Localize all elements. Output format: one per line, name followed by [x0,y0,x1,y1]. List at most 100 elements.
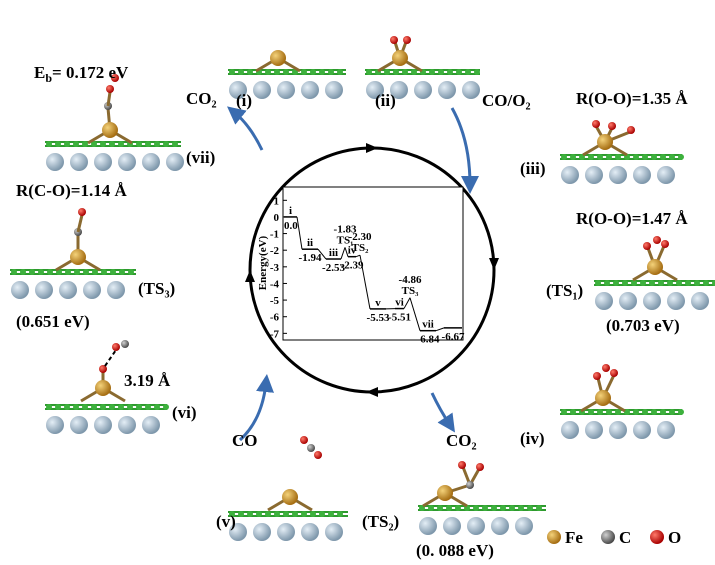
atom [643,242,651,250]
carbon-atom [238,511,244,517]
substrate-atom [59,281,77,299]
carbon-atom [527,505,533,511]
carbon-atom [301,511,307,517]
substrate-atom [585,166,603,184]
carbon-atom [402,69,408,75]
carbon-atom [437,505,443,511]
label: (ii) [375,91,396,110]
substrate-atom [142,153,160,171]
value-label: -1.94 [299,252,322,264]
atom [466,481,474,489]
carbon-atom [337,69,343,75]
state-label: vi [395,297,404,309]
substrate-atom [633,421,651,439]
eb-symbol: E [34,63,45,82]
carbon-atom [633,409,639,415]
carbon-atom [136,141,142,147]
carbon-atom [128,269,134,275]
carbon-atom [172,141,178,147]
substrate-atom [94,153,112,171]
carbon-atom [11,269,17,275]
carbon-atom [82,404,88,410]
label: (TS₂) [362,512,399,531]
carbon-atom [101,269,107,275]
y-axis-label: Energy(eV) [257,235,269,290]
value-label: -2.30 [349,231,372,243]
carbon-atom [145,404,151,410]
reaction-arrow [452,108,470,185]
carbon-atom [46,141,52,147]
substrate-atom [561,166,579,184]
carbon-atom [613,280,619,286]
carbon-atom [649,280,655,286]
carbon-atom [145,141,151,147]
carbon-atom [640,280,646,286]
value-label: -4.86 [399,274,422,286]
atom [476,463,484,471]
atom [595,390,611,406]
cycle-arrow [366,387,378,397]
state-label: i [289,205,292,217]
carbon-atom [328,511,334,517]
reaction-arrow [234,112,262,150]
y-tick-label: -2 [270,245,280,257]
carbon-atom [265,69,271,75]
carbon-atom [118,141,124,147]
carbon-atom [570,154,576,160]
substrate-atom [633,166,651,184]
carbon-atom [651,409,657,415]
label: CO₂ [446,431,477,450]
carbon-atom [109,141,115,147]
label: (v) [216,512,236,531]
carbon-atom [678,154,684,160]
carbon-atom [474,69,480,75]
carbon-atom [109,404,115,410]
atom [610,369,618,377]
carbon-atom [247,511,253,517]
label: CO/O₂ [482,91,531,110]
carbon-atom [247,69,253,75]
carbon-atom [310,69,316,75]
substrate-atom [561,421,579,439]
binding-energy: Eb= 0.172 eV [34,63,129,85]
carbon-atom [428,505,434,511]
carbon-atom [46,404,52,410]
substrate-atom [70,153,88,171]
figure: Eb= 0.172 eV CO₂ (i) (ii) CO/O₂ R(O-O)=1… [0,0,715,565]
atom [102,122,118,138]
legend-label: O [668,528,681,547]
atom [307,444,315,452]
carbon-atom [606,154,612,160]
carbon-atom [446,505,452,511]
substrate-atom [142,416,160,434]
atom [627,126,635,134]
atom [593,372,601,380]
carbon-atom [74,269,80,275]
value-label: -2.39 [341,260,364,272]
carbon-atom [676,280,682,286]
label: (TS₃) [138,279,175,298]
atom [300,436,308,444]
label: CO₂ [186,89,217,108]
label: (i) [236,91,252,110]
carbon-atom [119,269,125,275]
atom [282,489,298,505]
carbon-atom [615,154,621,160]
atom [106,85,114,93]
substrate-atom [462,81,480,99]
substrate-atom [657,166,675,184]
substrate-atom [414,81,432,99]
legend-label: Fe [565,528,583,547]
carbon-atom [473,505,479,511]
carbon-atom [465,69,471,75]
carbon-atom [366,69,372,75]
carbon-atom [491,505,497,511]
substrate-atom [595,292,613,310]
carbon-atom [55,404,61,410]
carbon-atom [110,269,116,275]
carbon-atom [597,154,603,160]
carbon-atom [73,404,79,410]
substrate-atom [11,281,29,299]
substrate-atom [166,153,184,171]
state-label: v [375,297,381,309]
